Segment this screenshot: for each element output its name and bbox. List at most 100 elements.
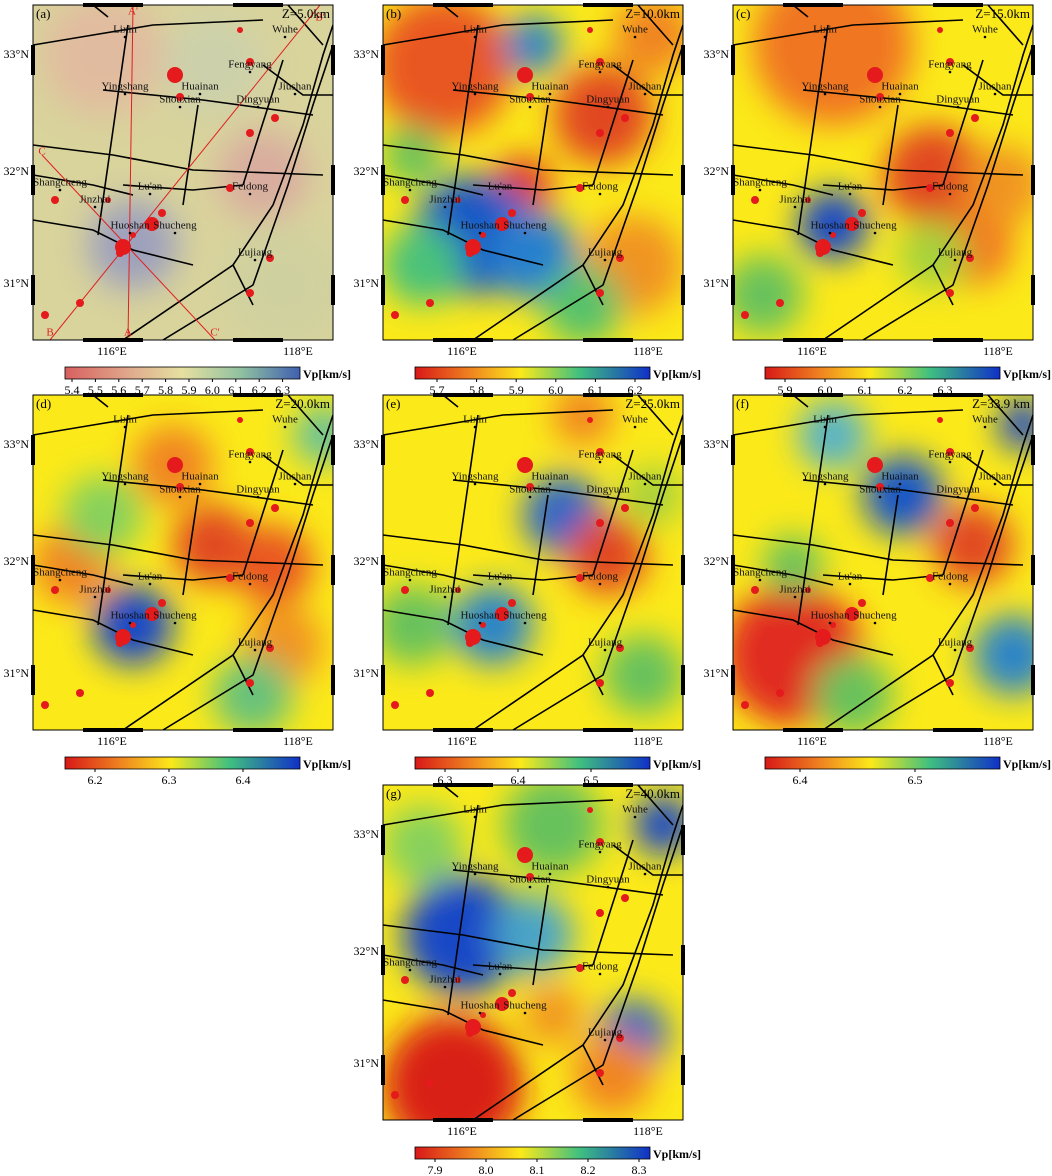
city-dot <box>528 885 532 889</box>
city-label: Shucheng <box>503 610 547 622</box>
earthquake <box>526 873 534 881</box>
velocity-anomaly <box>453 585 533 665</box>
city-dot <box>828 231 832 235</box>
earthquake <box>946 519 954 527</box>
earthquake <box>576 964 584 972</box>
fault <box>33 564 134 586</box>
earthquake <box>858 209 866 217</box>
city-dot <box>123 425 127 429</box>
earthquake <box>946 679 954 687</box>
depth-label: Z=20.0km <box>275 396 330 411</box>
city-dot <box>498 582 502 586</box>
fault <box>637 785 674 826</box>
city-dot <box>473 92 477 96</box>
profile-label: C' <box>210 327 219 339</box>
city-dot <box>848 582 852 586</box>
colorbar-tick-label: 6.1 <box>858 383 873 397</box>
latitude-label: 33°N <box>704 47 730 61</box>
fault <box>33 609 194 656</box>
city-label: Shucheng <box>503 1000 547 1012</box>
city-label: Shucheng <box>853 610 897 622</box>
city-dot <box>523 621 527 625</box>
velocity-anomaly <box>218 130 308 220</box>
earthquake <box>401 976 409 984</box>
city-label: Lu'an <box>838 181 863 193</box>
city-dot <box>293 92 297 96</box>
city-dot <box>123 92 127 96</box>
colorbar-tick-label: 6.2 <box>898 383 913 397</box>
city-label: Yingshang <box>451 471 499 483</box>
city-label: Shangcheng <box>733 177 787 189</box>
city-dot <box>948 460 952 464</box>
colorbar-tick-label: 5.8 <box>158 383 173 397</box>
city-label: Wuhe <box>622 804 648 816</box>
map-body: Lixin Wuhe Fengyang Yingshang HuainanShouxia… <box>33 5 333 340</box>
city-dot <box>178 105 182 109</box>
city-label: Yingshang <box>101 471 149 483</box>
fault <box>452 89 664 116</box>
city-dot <box>948 192 952 196</box>
fault <box>262 64 333 96</box>
city-label: Huoshan <box>110 220 150 232</box>
city-dot <box>598 70 602 74</box>
earthquake <box>616 644 624 652</box>
fault <box>532 494 549 596</box>
city-label: Huainan <box>181 81 219 93</box>
fault <box>532 884 549 986</box>
fault <box>33 19 264 46</box>
velocity-anomaly <box>553 395 613 445</box>
colorbar-tick-label: 7.9 <box>428 1163 443 1176</box>
city-label: Jiushan <box>979 81 1013 93</box>
latitude-label: 31°N <box>354 1056 380 1070</box>
city-dot <box>953 648 957 652</box>
latitude-label: 32°N <box>4 164 30 178</box>
fault <box>733 409 964 436</box>
colorbar-tick-label: 8.2 <box>581 1163 596 1176</box>
city-label: Lu'an <box>138 571 163 583</box>
city-label: Feidong <box>582 571 619 583</box>
latitude-label: 33°N <box>4 437 30 451</box>
fault <box>592 449 634 576</box>
fault <box>512 824 683 1120</box>
city-label: Shouxian <box>159 484 201 496</box>
fault <box>472 414 683 730</box>
fault <box>383 999 544 1046</box>
colorbar-tick-label: 6.4 <box>793 773 808 787</box>
profile-label: A <box>124 327 132 339</box>
city-dot <box>953 258 957 262</box>
latitude-label: 33°N <box>354 437 380 451</box>
city-label: Yingshang <box>451 861 499 873</box>
colorbar-unit: Vp[km/s] <box>303 757 351 771</box>
velocity-anomaly <box>633 795 683 855</box>
earthquake <box>596 909 604 917</box>
velocity-anomaly <box>863 455 943 535</box>
fault <box>822 24 1033 340</box>
colorbar-tick-label: 5.9 <box>182 383 197 397</box>
fault <box>102 89 314 116</box>
fault <box>452 479 664 506</box>
latitude-label: 32°N <box>704 554 730 568</box>
earthquake <box>587 27 593 33</box>
city-label: Yingshang <box>451 81 499 93</box>
earthquake <box>455 587 461 593</box>
city-dot <box>898 482 902 486</box>
fault <box>33 144 324 176</box>
earthquake <box>867 67 883 83</box>
city-dot <box>473 35 477 39</box>
fault <box>383 799 614 826</box>
city-dot <box>528 105 532 109</box>
velocity-anomaly <box>163 15 263 115</box>
city-dot <box>408 578 412 582</box>
city-dot <box>598 582 602 586</box>
city-dot <box>478 1011 482 1015</box>
fault <box>447 804 479 1016</box>
depth-label: Z=33.9 km <box>972 396 1030 411</box>
city-label: Feidong <box>582 961 619 973</box>
colorbar-unit: Vp[km/s] <box>653 1147 701 1161</box>
city-dot <box>606 885 610 889</box>
earthquake <box>621 114 629 122</box>
city-label: Jiushan <box>629 861 663 873</box>
city-label: Shouxian <box>859 94 901 106</box>
longitude-label: 118°E <box>633 734 663 748</box>
